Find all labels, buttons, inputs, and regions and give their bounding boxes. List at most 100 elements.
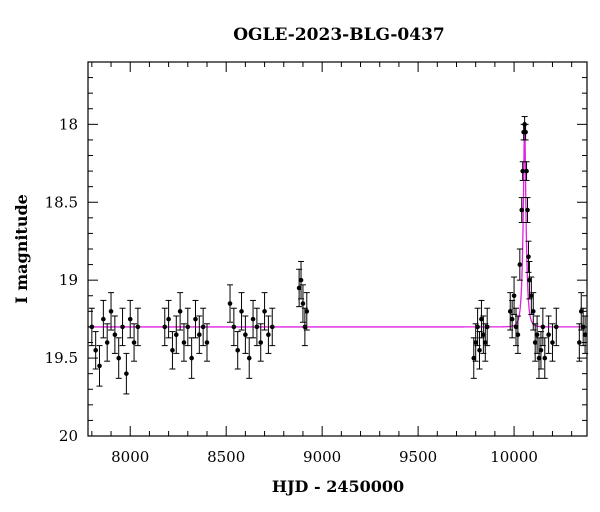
point-marker	[250, 316, 256, 322]
y-tick-label: 20	[59, 427, 78, 445]
data-point	[127, 299, 134, 339]
point-marker	[529, 293, 534, 299]
point-marker	[231, 324, 237, 330]
point-marker	[185, 324, 191, 330]
data-point	[108, 292, 115, 331]
point-marker	[135, 324, 141, 330]
point-marker	[235, 347, 240, 353]
data-point	[188, 337, 195, 379]
point-marker	[530, 309, 536, 314]
data-point	[192, 299, 199, 339]
data-point	[545, 315, 552, 354]
point-marker	[509, 316, 515, 322]
model-curve	[88, 124, 587, 328]
point-marker	[520, 168, 526, 174]
point-marker	[258, 340, 264, 345]
point-marker	[181, 340, 187, 345]
y-tick-label: 19.5	[45, 349, 78, 367]
data-point	[250, 299, 257, 339]
data-point	[184, 307, 191, 347]
point-marker	[517, 262, 523, 267]
point-marker	[197, 332, 202, 338]
data-point	[484, 307, 491, 347]
data-point	[234, 331, 241, 370]
point-marker	[523, 129, 528, 135]
point-marker	[302, 324, 308, 330]
point-marker	[108, 309, 114, 314]
point-marker	[204, 340, 210, 345]
point-marker	[546, 332, 551, 338]
data-point	[534, 315, 541, 354]
data-point	[525, 240, 532, 273]
point-marker	[101, 316, 106, 322]
data-point	[507, 292, 514, 331]
point-marker	[166, 316, 171, 322]
data-point	[119, 307, 126, 347]
point-marker	[536, 355, 542, 361]
axis-ticks: 8000 8500 9000 9500 10000 18 18.5 19 19.5 20	[45, 61, 587, 466]
data-point	[519, 161, 526, 181]
data-point	[203, 323, 210, 362]
data-point	[242, 315, 249, 354]
point-marker	[177, 309, 183, 314]
data-point	[303, 292, 310, 331]
data-point	[180, 323, 187, 362]
point-marker	[534, 332, 540, 338]
data-point	[536, 337, 543, 379]
data-point	[134, 307, 141, 347]
data-point	[173, 315, 180, 354]
data-point	[269, 307, 276, 347]
data-point	[516, 248, 523, 281]
data-point	[165, 299, 172, 339]
point-marker	[473, 340, 478, 345]
data-point	[161, 307, 168, 347]
data-point	[200, 307, 207, 347]
point-marker	[131, 340, 137, 345]
point-marker	[227, 301, 233, 306]
data-point	[96, 345, 103, 387]
point-marker	[577, 340, 582, 345]
data-point	[257, 323, 264, 362]
point-marker	[193, 316, 198, 322]
point-marker	[246, 355, 252, 361]
point-marker	[471, 355, 477, 361]
point-marker	[475, 324, 480, 330]
point-marker	[513, 324, 519, 330]
point-marker	[189, 355, 194, 361]
data-point	[230, 307, 237, 347]
point-marker	[243, 332, 248, 338]
data-point	[169, 331, 176, 370]
data-point	[512, 307, 519, 347]
point-marker	[97, 363, 102, 369]
x-tick-label: 9000	[303, 448, 341, 466]
y-axis-label: I magnitude	[12, 194, 31, 304]
data-point	[528, 276, 535, 315]
point-marker	[582, 332, 588, 338]
data-point	[301, 307, 308, 347]
point-marker	[239, 309, 244, 314]
point-marker	[477, 347, 482, 353]
y-tick-label: 18.5	[45, 193, 78, 211]
point-marker	[93, 347, 98, 353]
point-marker	[527, 277, 532, 283]
data-point	[111, 315, 118, 354]
point-marker	[162, 324, 168, 330]
point-marker	[511, 293, 517, 299]
point-marker	[482, 340, 488, 345]
x-tick-label: 8500	[207, 448, 245, 466]
x-tick-label: 8000	[111, 448, 149, 466]
plot-frame	[87, 61, 588, 437]
point-marker	[254, 324, 260, 330]
data-point	[541, 337, 548, 379]
point-marker	[266, 332, 271, 338]
point-marker	[173, 332, 179, 338]
point-marker	[479, 316, 484, 322]
point-marker	[269, 324, 275, 330]
point-marker	[532, 340, 538, 345]
point-marker	[519, 207, 525, 213]
data-point	[523, 161, 530, 181]
point-marker	[170, 347, 175, 353]
point-marker	[304, 309, 310, 314]
data-point	[115, 337, 122, 379]
chart-title: OGLE-2023-BLG-0437	[233, 25, 445, 45]
